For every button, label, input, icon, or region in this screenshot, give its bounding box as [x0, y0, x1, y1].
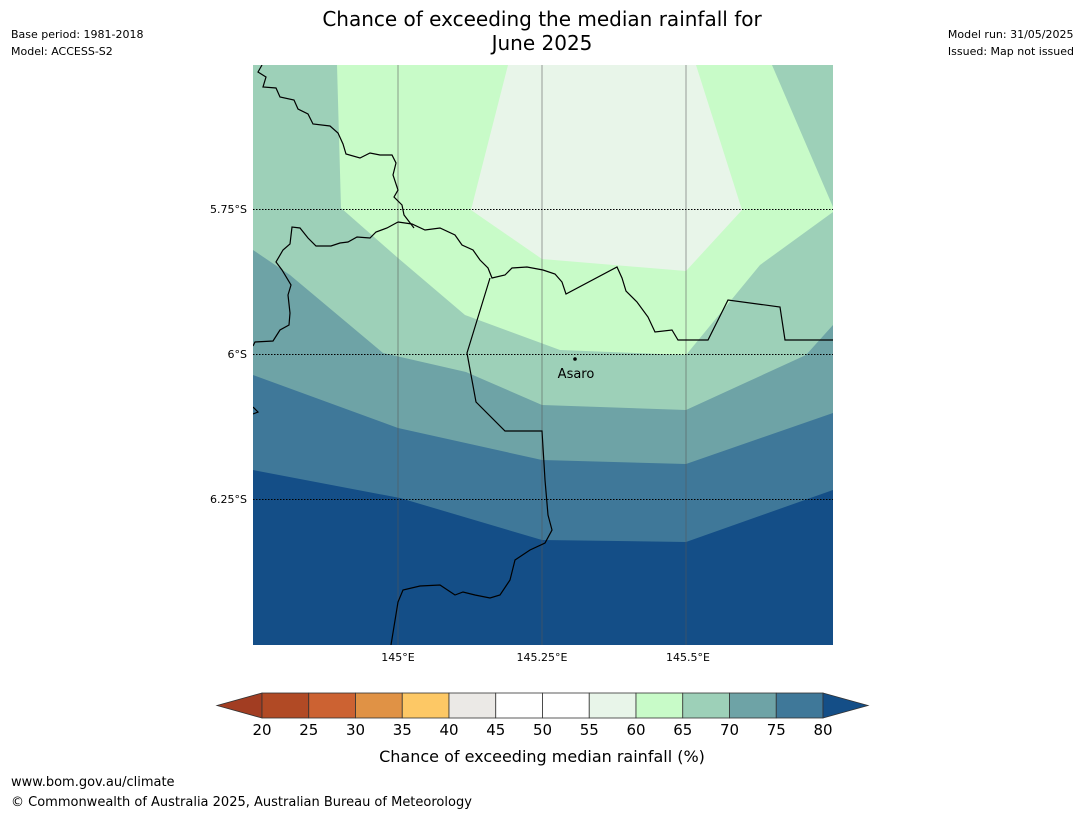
colorbar-segment [682, 692, 730, 719]
lon-label: 145.25°E [517, 651, 568, 664]
lon-label: 145°E [381, 651, 414, 664]
footer-url: www.bom.gov.au/climate [11, 775, 175, 790]
lat-label: 5.75°S [210, 203, 247, 216]
lat-label: 6.25°S [210, 493, 247, 506]
colorbar-tick-label: 65 [673, 721, 692, 739]
colorbar-tick-label: 45 [486, 721, 505, 739]
model-run: Model run: 31/05/2025 [947, 28, 1074, 41]
colorbar-extend-high [822, 692, 870, 719]
base-period: Base period: 1981-2018 [11, 28, 144, 41]
meridians [397, 65, 687, 645]
colorbar-segment [729, 692, 777, 719]
band-55-60 [471, 65, 742, 271]
colorbar-segment [261, 692, 310, 719]
colorbar-tick-label: 20 [252, 721, 271, 739]
title-line-1: Chance of exceeding the median rainfall … [322, 7, 762, 31]
meta-right: Model run: 31/05/2025 Issued: Map not is… [948, 26, 1074, 60]
lon-label: 145.5°E [666, 651, 710, 664]
colorbar-tick-label: 25 [299, 721, 318, 739]
colorbar-segment [588, 692, 637, 719]
meta-left: Base period: 1981-2018 Model: ACCESS-S2 [11, 26, 143, 60]
colorbar-tick-label: 80 [813, 721, 832, 739]
colorbar-segment [401, 692, 450, 719]
place-label: Asaro [558, 367, 595, 382]
colorbar-tick-label: 30 [346, 721, 365, 739]
colorbar-segment [542, 692, 590, 719]
asaro-marker [573, 357, 577, 361]
colorbar-tick-label: 60 [626, 721, 645, 739]
colorbar: 20 25 30 35 40 45 50 55 60 65 70 75 80 [215, 692, 870, 739]
footer-copyright: © Commonwealth of Australia 2025, Austra… [11, 795, 472, 810]
colorbar-segment [355, 692, 403, 719]
map-panel: Asaro [253, 65, 833, 645]
title-line-2: June 2025 [491, 31, 593, 55]
boundaries [253, 65, 833, 645]
colorbar-tick-label: 50 [533, 721, 552, 739]
parallels [253, 209, 833, 500]
colorbar-tick-label: 35 [393, 721, 412, 739]
model-name: Model: ACCESS-S2 [11, 45, 113, 58]
lat-labels: 5.75°S 6°S 6.25°S [210, 203, 247, 506]
lon-labels: 145°E 145.25°E 145.5°E [381, 651, 710, 664]
issued-status: Issued: Map not issued [947, 45, 1074, 58]
map-title: Chance of exceeding the median rainfall … [242, 7, 842, 55]
colorbar-segment [775, 692, 824, 719]
colorbar-tick-label: 55 [580, 721, 599, 739]
colorbar-segment [448, 692, 497, 719]
colorbar-segment [495, 692, 543, 719]
colorbar-tick-label: 70 [720, 721, 739, 739]
colorbar-segment [635, 692, 684, 719]
colorbar-extend-low [215, 692, 263, 719]
colorbar-segment [308, 692, 356, 719]
lat-label: 6°S [228, 348, 247, 361]
colorbar-tick-label: 40 [439, 721, 458, 739]
colorbar-tick-label: 75 [767, 721, 786, 739]
colorbar-label: Chance of exceeding median rainfall (%) [379, 747, 705, 766]
